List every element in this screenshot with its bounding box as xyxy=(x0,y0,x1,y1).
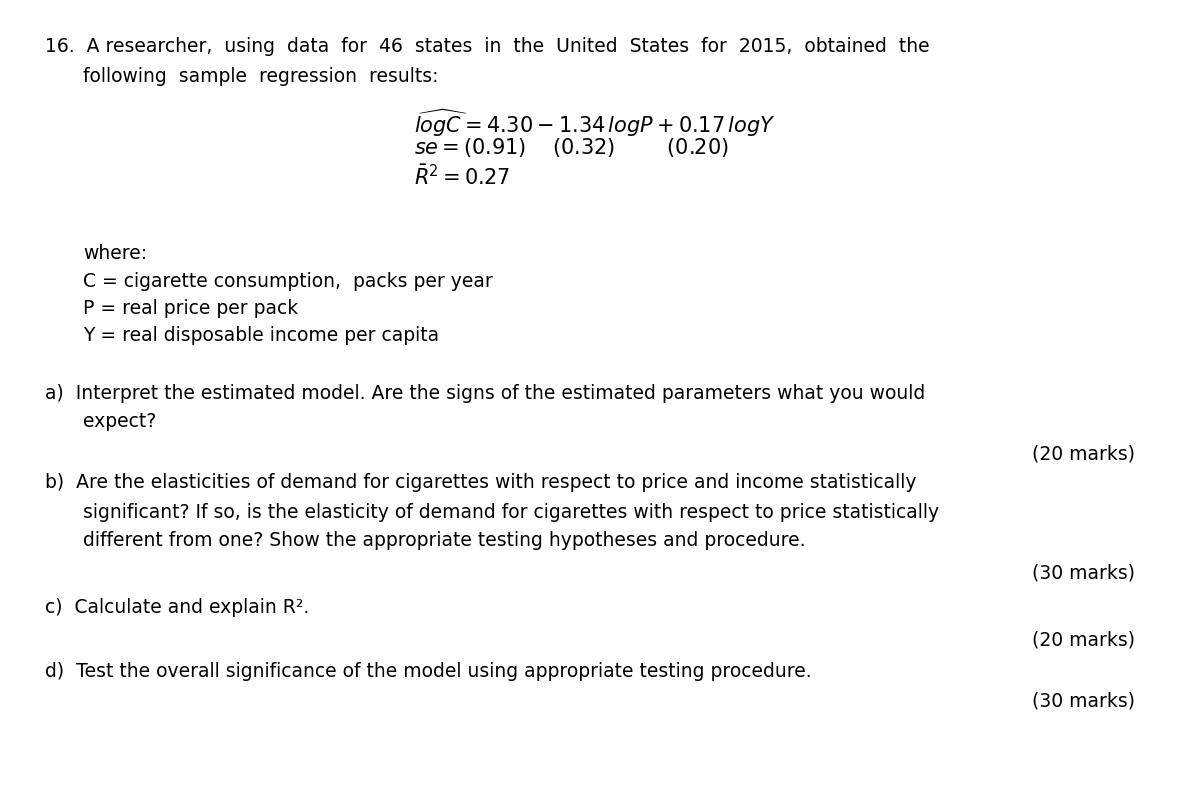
Text: c)  Calculate and explain R².: c) Calculate and explain R². xyxy=(45,597,310,616)
Text: P = real price per pack: P = real price per pack xyxy=(83,298,298,317)
Text: b)  Are the elasticities of demand for cigarettes with respect to price and inco: b) Are the elasticities of demand for ci… xyxy=(45,472,916,491)
Text: $se = (0.91)\quad\; (0.32) \qquad\;\; (0.20)$: $se = (0.91)\quad\; (0.32) \qquad\;\; (0… xyxy=(414,135,728,158)
Text: expect?: expect? xyxy=(83,412,156,431)
Text: 16.  A researcher,  using  data  for  46  states  in  the  United  States  for  : 16. A researcher, using data for 46 stat… xyxy=(45,36,929,55)
Text: following  sample  regression  results:: following sample regression results: xyxy=(83,67,439,85)
Text: C = cigarette consumption,  packs per year: C = cigarette consumption, packs per yea… xyxy=(83,272,493,290)
Text: (20 marks): (20 marks) xyxy=(1032,629,1135,648)
Text: different from one? Show the appropriate testing hypotheses and procedure.: different from one? Show the appropriate… xyxy=(83,530,805,549)
Text: $\bar{R}^2 = 0.27$: $\bar{R}^2 = 0.27$ xyxy=(414,164,509,188)
Text: (20 marks): (20 marks) xyxy=(1032,444,1135,463)
Text: significant? If so, is the elasticity of demand for cigarettes with respect to p: significant? If so, is the elasticity of… xyxy=(83,502,939,521)
Text: (30 marks): (30 marks) xyxy=(1032,691,1135,710)
Text: (30 marks): (30 marks) xyxy=(1032,563,1135,581)
Text: $\widehat{log C} = 4.30 - 1.34\,log P + 0.17\,log Y$: $\widehat{log C} = 4.30 - 1.34\,log P + … xyxy=(414,107,775,139)
Text: where:: where: xyxy=(83,243,147,262)
Text: a)  Interpret the estimated model. Are the signs of the estimated parameters wha: a) Interpret the estimated model. Are th… xyxy=(45,384,926,402)
Text: d)  Test the overall significance of the model using appropriate testing procedu: d) Test the overall significance of the … xyxy=(45,661,812,680)
Text: Y = real disposable income per capita: Y = real disposable income per capita xyxy=(83,325,439,344)
